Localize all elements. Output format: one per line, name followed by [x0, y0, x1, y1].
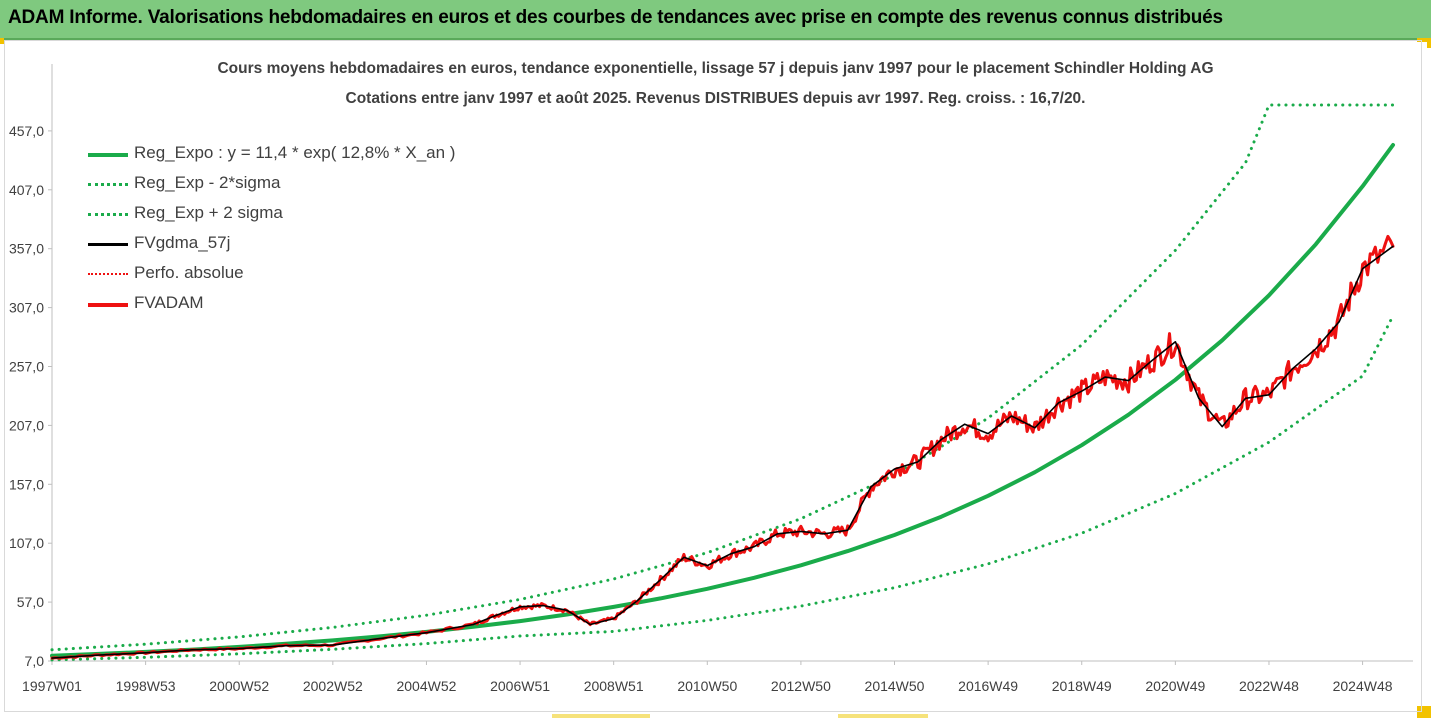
legend-swatch-fvadam [88, 303, 128, 307]
x-tick-label: 2010W50 [677, 678, 737, 694]
y-tick-label: 7,0 [25, 653, 45, 669]
x-tick-label: 2020W49 [1145, 678, 1205, 694]
legend-label-reg-exp-minus: Reg_Exp - 2*sigma [134, 173, 281, 192]
x-tick-label: 2004W52 [396, 678, 456, 694]
legend-label-fvadam: FVADAM [134, 293, 204, 312]
legend-swatch-fvgdma [88, 243, 128, 246]
corner-accent-right [1427, 38, 1431, 48]
y-tick-label: 107,0 [9, 535, 44, 551]
x-tick-label: 2002W52 [303, 678, 363, 694]
x-tick-label: 2022W48 [1239, 678, 1299, 694]
x-tick-label: 2024W48 [1333, 678, 1393, 694]
corner-accent-bottom-a [552, 714, 650, 718]
chart-frame [4, 40, 1422, 712]
legend-label-fvgdma: FVgdma_57j [134, 233, 231, 252]
x-tick-label: 2018W49 [1052, 678, 1112, 694]
y-tick-label: 307,0 [9, 300, 44, 316]
legend-label-reg-exp-plus: Reg_Exp + 2 sigma [134, 203, 283, 222]
legend-swatch-reg-exp-minus [88, 183, 128, 186]
chart-subtitle: Cotations entre janv 1997 et août 2025. … [345, 90, 1086, 107]
series-fvadam-line [50, 234, 1395, 660]
x-tick-label: 1997W01 [22, 678, 82, 694]
x-tick-label: 2014W50 [865, 678, 925, 694]
x-tick-label: 2000W52 [209, 678, 269, 694]
corner-accent-top-right [1417, 38, 1431, 42]
legend-swatch-perfo [88, 273, 128, 275]
corner-accent-bottom-b [838, 714, 928, 718]
y-tick-label: 257,0 [9, 359, 44, 375]
y-tick-label: 407,0 [9, 182, 44, 198]
x-tick-label: 2006W51 [490, 678, 550, 694]
x-tick-label: 2012W50 [771, 678, 831, 694]
y-tick-label: 57,0 [17, 594, 44, 610]
chart-title: Cours moyens hebdomadaires en euros, ten… [217, 60, 1214, 77]
report-title: ADAM Informe. Valorisations hebdomadaire… [8, 7, 1223, 28]
report-banner: ADAM Informe. Valorisations hebdomadaire… [0, 0, 1431, 40]
legend-label-perfo: Perfo. absolue [134, 263, 244, 282]
y-tick-label: 457,0 [9, 123, 44, 139]
y-tick-label: 157,0 [9, 476, 44, 492]
y-tick-label: 357,0 [9, 241, 44, 257]
legend-label-reg-expo: Reg_Expo : y = 11,4 * exp( 12,8% * X_an … [134, 143, 456, 162]
x-tick-label: 1998W53 [116, 678, 176, 694]
corner-accent-bottom-right [1417, 706, 1431, 718]
x-tick-label: 2008W51 [584, 678, 644, 694]
legend-swatch-reg-exp-plus [88, 213, 128, 216]
series-fvgdma-line [51, 245, 1394, 659]
y-tick-label: 207,0 [9, 417, 44, 433]
series-reg-exp-plus-line [50, 103, 1395, 652]
x-tick-label: 2016W49 [958, 678, 1018, 694]
corner-accent-top-left [0, 38, 4, 44]
legend-swatch-reg-expo [88, 153, 128, 157]
series-reg-exp-minus-line [50, 314, 1395, 662]
